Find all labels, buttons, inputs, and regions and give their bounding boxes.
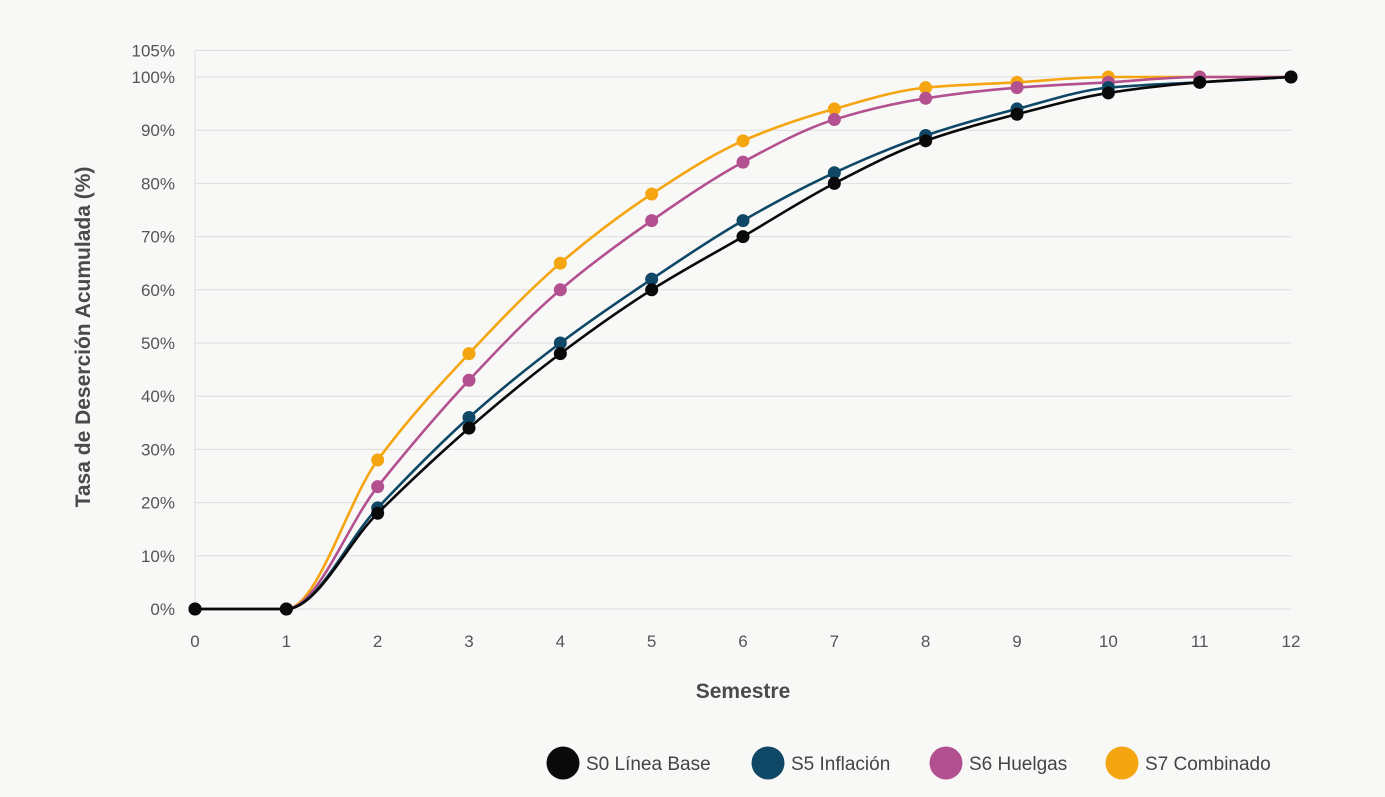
data-point — [736, 214, 750, 228]
x-tick-label: 1 — [282, 632, 291, 651]
y-tick-label: 80% — [141, 174, 175, 193]
data-point — [645, 214, 659, 228]
x-tick-label: 9 — [1012, 632, 1021, 651]
data-point — [919, 91, 933, 105]
y-tick-label: 100% — [132, 68, 175, 87]
data-point — [462, 373, 476, 387]
data-point — [1010, 107, 1024, 121]
data-point — [462, 410, 476, 424]
series-s0-linea-base — [188, 70, 1298, 616]
legend-swatch — [546, 746, 580, 780]
data-point — [827, 113, 841, 127]
y-tick-label: 20% — [141, 494, 175, 513]
y-tick-label: 30% — [141, 440, 175, 459]
y-tick-label: 0% — [150, 600, 175, 619]
data-point — [1101, 86, 1115, 100]
data-point — [827, 176, 841, 190]
x-tick-label: 7 — [830, 632, 839, 651]
data-point — [188, 602, 202, 616]
gridlines — [194, 49, 1291, 610]
x-tick-label: 8 — [921, 632, 930, 651]
data-point — [736, 230, 750, 244]
y-tick-label: 40% — [141, 387, 175, 406]
data-point — [371, 506, 385, 520]
data-point — [645, 272, 659, 286]
y-tick-label: 10% — [141, 547, 175, 566]
series-lines — [188, 70, 1298, 616]
x-tick-label: 12 — [1282, 632, 1301, 651]
x-tick-label: 4 — [556, 632, 565, 651]
x-tick-label: 11 — [1191, 632, 1209, 651]
legend-swatch — [751, 746, 785, 780]
x-tick-label: 3 — [464, 632, 473, 651]
data-point — [462, 347, 476, 361]
legend-label: S5 Inflación — [791, 754, 890, 775]
y-tick-label: 90% — [141, 121, 175, 140]
data-point — [919, 81, 933, 95]
legend-swatch — [929, 746, 963, 780]
legend-label: S0 Línea Base — [586, 754, 711, 775]
data-point — [371, 480, 385, 494]
data-point — [827, 166, 841, 180]
data-point — [553, 283, 567, 297]
x-axis-title: Semestre — [696, 680, 791, 703]
legend-item: S6 Huelgas — [929, 746, 1067, 780]
data-point — [1010, 81, 1024, 95]
data-point — [736, 155, 750, 169]
data-point — [1193, 75, 1207, 89]
y-tick-label: 50% — [141, 334, 175, 353]
data-point — [553, 347, 567, 361]
data-point — [553, 256, 567, 270]
data-point — [736, 134, 750, 148]
data-point — [827, 102, 841, 116]
legend-item: S0 Línea Base — [546, 746, 711, 780]
x-axis-ticks: 0 1 2 3 4 5 6 7 8 9 10 11 12 — [190, 632, 1300, 651]
y-axis-ticks: 0% 10% 20% 30% 40% 50% 60% 70% 80% 90% 100% 105% — [132, 41, 175, 619]
legend-item: S7 Combinado — [1105, 746, 1271, 780]
y-tick-label: 70% — [141, 228, 175, 247]
y-tick-label: 60% — [141, 281, 175, 300]
data-point — [645, 283, 659, 297]
data-point — [279, 602, 293, 616]
x-tick-label: 2 — [373, 632, 382, 651]
legend: S0 Línea Base S5 Inflación S6 Huelgas S7 Co… — [546, 746, 1271, 780]
data-point — [919, 134, 933, 148]
x-tick-label: 6 — [738, 632, 747, 651]
x-tick-label: 5 — [647, 632, 656, 651]
data-point — [462, 421, 476, 435]
legend-swatch — [1105, 746, 1139, 780]
y-axis-title: Tasa de Deserción Acumulada (%) — [72, 167, 95, 508]
x-tick-label: 0 — [190, 632, 199, 651]
data-point — [371, 453, 385, 467]
legend-item: S5 Inflación — [751, 746, 890, 780]
x-tick-label: 10 — [1099, 632, 1118, 651]
data-point — [553, 336, 567, 350]
data-point — [645, 187, 659, 201]
data-point — [1284, 70, 1298, 84]
legend-label: S6 Huelgas — [969, 754, 1067, 775]
y-tick-label: 105% — [132, 41, 175, 60]
legend-label: S7 Combinado — [1145, 754, 1271, 775]
